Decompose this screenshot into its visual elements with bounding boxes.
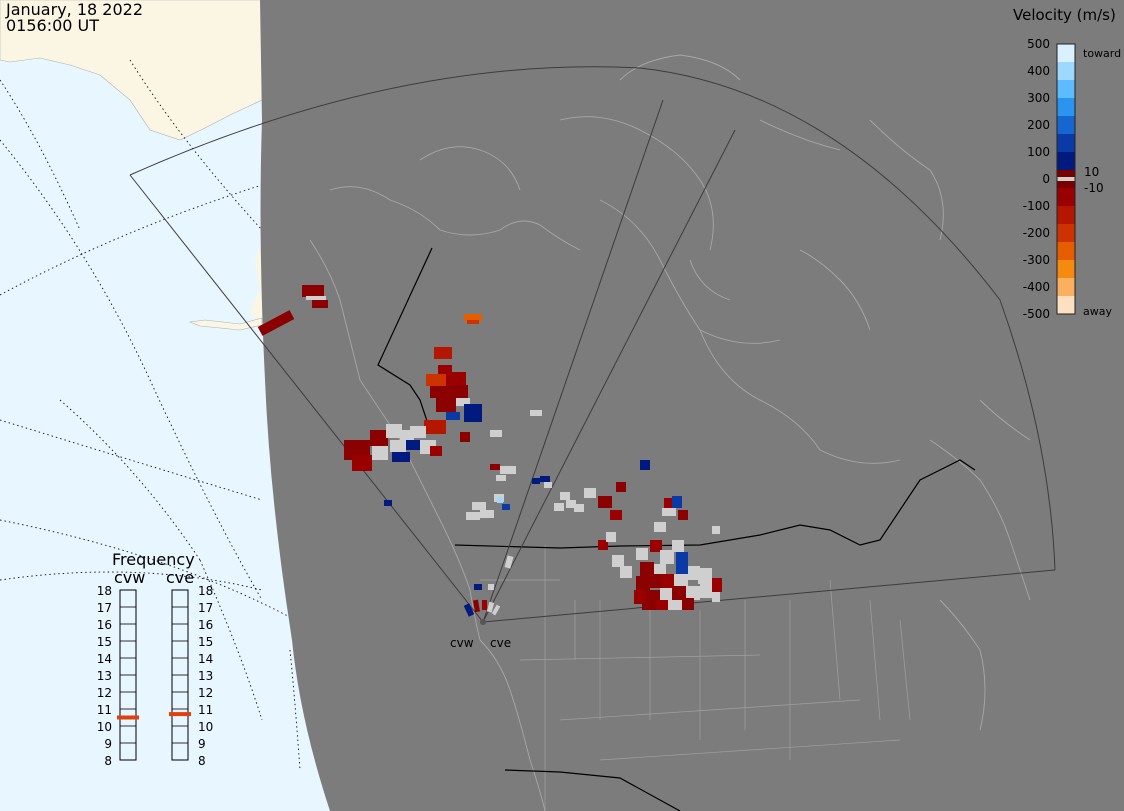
legend-pos-threshold: 10: [1084, 165, 1099, 179]
national-borders: [377, 247, 976, 811]
cve-frequency-label: 18: [198, 584, 213, 598]
cvw-frequency-label: 11: [97, 703, 112, 717]
legend-tick-label: 0: [1042, 172, 1050, 186]
cve-frequency-label: 10: [198, 720, 213, 734]
cve-frequency-label: 11: [198, 703, 213, 717]
legend-neg-threshold: -10: [1084, 181, 1104, 195]
legend-color-swatch: [1057, 206, 1075, 225]
landmass-day-coast: [250, 240, 262, 330]
velocity-colorbar: [1056, 43, 1076, 315]
cvw-frequency-label: 18: [97, 584, 112, 598]
legend-color-swatch: [1057, 44, 1075, 63]
cve-frequency-label: 12: [198, 686, 213, 700]
legend-tick-label: 300: [1027, 91, 1050, 105]
cve-frequency-marker: [169, 712, 191, 717]
radar-site-marker: [480, 619, 486, 625]
legend-ground-scatter-swatch: [1057, 177, 1075, 181]
legend-tick-label: 400: [1027, 64, 1050, 78]
velocity-legend: Velocity (m/s) 500 400 300 200 100 0 -100 -200 -…: [1013, 6, 1121, 321]
cve-frequency-label: 16: [198, 618, 213, 632]
legend-tick-label: -500: [1023, 307, 1050, 321]
legend-tick-label: -200: [1023, 226, 1050, 240]
date-text: January, 18 2022: [5, 0, 143, 19]
legend-color-swatch: [1057, 242, 1075, 261]
legend-away-label: away: [1083, 305, 1112, 318]
frequency-left-radar: cvw: [114, 568, 145, 587]
legend-color-swatch: [1057, 62, 1075, 81]
legend-color-swatch: [1057, 98, 1075, 117]
legend-tick-label: 200: [1027, 118, 1050, 132]
cvw-frequency-label: 17: [97, 601, 112, 615]
frequency-title: Frequency: [112, 550, 195, 569]
velocity-echoes: [257, 285, 722, 617]
legend-color-swatch: [1057, 224, 1075, 243]
cve-frequency-label: 14: [198, 652, 213, 666]
legend-color-swatch: [1057, 188, 1075, 207]
cvw-frequency-label: 12: [97, 686, 112, 700]
cvw-frequency-label: 9: [104, 737, 112, 751]
legend-color-swatch: [1057, 80, 1075, 99]
cve-frequency-label: 15: [198, 635, 213, 649]
cve-frequency-label: 13: [198, 669, 213, 683]
frequency-right-radar: cve: [166, 568, 194, 587]
legend-frame: [1056, 43, 1076, 315]
legend-toward-label: toward: [1083, 47, 1121, 60]
legend-color-swatch: [1057, 152, 1075, 171]
cve-frequency-label: 9: [198, 737, 206, 751]
legend-tick-label: 500: [1027, 37, 1050, 51]
cvw-frequency-label: 14: [97, 652, 112, 666]
legend-tick-label: -300: [1023, 253, 1050, 267]
coastlines: [309, 54, 1031, 811]
frequency-boxes: 18 18 17 17 16 16 15 15 14 14 13 13 12 12 11 11 10 10 9 9 8 8: [97, 584, 214, 768]
cvw-frequency-label: 16: [97, 618, 112, 632]
radar-fov: [129, 66, 1056, 623]
velocity-tick-labels: 500 400 300 200 100 0 -100 -200 -300 -400 -500: [1023, 37, 1050, 321]
cvw-frequency-label: 10: [97, 720, 112, 734]
cve-frequency-label: 8: [198, 754, 206, 768]
state-borders: [480, 545, 911, 811]
landmass-day: [0, 0, 263, 141]
night-region: [260, 0, 1124, 811]
legend-color-swatch: [1057, 260, 1075, 279]
aleutian-peninsula: [188, 317, 263, 331]
cvw-frequency-label: 8: [104, 754, 112, 768]
cvw-frequency-label: 15: [97, 635, 112, 649]
legend-tick-label: -400: [1023, 280, 1050, 294]
cve-frequency-label: 17: [198, 601, 213, 615]
legend-color-swatch: [1057, 296, 1075, 315]
radar-label-cvw: cvw: [450, 636, 474, 650]
cvw-frequency-label: 13: [97, 669, 112, 683]
legend-tick-label: 100: [1027, 145, 1050, 159]
legend-color-swatch: [1057, 278, 1075, 297]
frequency-panel: Frequency cvw cve 18 18 17 17 16 16 15 15 14 14 13…: [97, 550, 214, 768]
legend-color-swatch: [1057, 116, 1075, 135]
legend-color-swatch: [1057, 134, 1075, 153]
legend-tick-label: -100: [1023, 199, 1050, 213]
velocity-legend-title: Velocity (m/s): [1013, 6, 1116, 24]
graticule: [0, 59, 331, 771]
cvw-frequency-marker: [117, 715, 139, 720]
radar-label-cve: cve: [490, 636, 511, 650]
time-text: 0156:00 UT: [6, 16, 99, 35]
